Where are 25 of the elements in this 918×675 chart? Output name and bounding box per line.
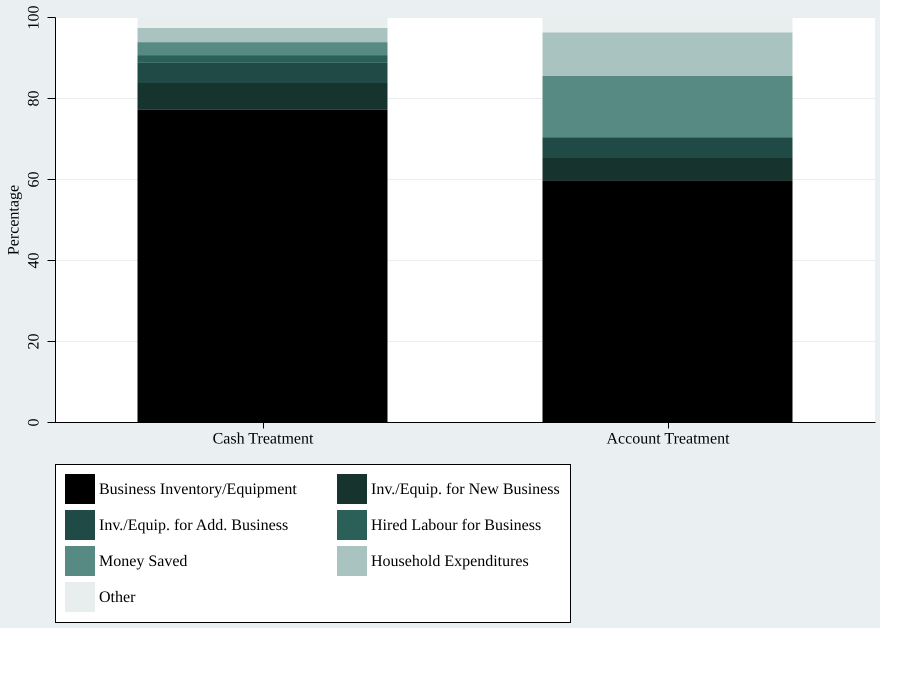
bar [542, 158, 792, 181]
bar [542, 76, 792, 138]
bar [138, 28, 388, 42]
y-axis-title: Percentage [6, 184, 22, 256]
y-tick-label: 40 [26, 252, 42, 268]
bar [542, 137, 792, 158]
bar [542, 32, 792, 76]
legend-label: Inv./Equip. for New Business [371, 481, 560, 498]
x-tick-label: Cash Treatment [212, 430, 314, 448]
y-tick-label: 20 [26, 334, 42, 350]
x-tick-label: Account Treatment [606, 430, 730, 448]
legend-label: Money Saved [99, 553, 188, 570]
legend-label: Business Inventory/Equipment [99, 481, 298, 498]
legend-label: Other [99, 589, 136, 606]
bar [138, 83, 388, 110]
legend-label: Inv./Equip. for Add. Business [99, 517, 288, 534]
bar [138, 42, 388, 56]
bar [138, 62, 388, 84]
y-tick-label: 100 [26, 6, 42, 30]
bar [138, 55, 388, 63]
legend-label: Hired Labour for Business [371, 517, 542, 534]
legend-label: Household Expenditures [371, 553, 529, 570]
y-tick-label: 60 [26, 172, 42, 188]
y-tick-label: 80 [26, 90, 42, 106]
y-tick-label: 0 [26, 418, 42, 426]
